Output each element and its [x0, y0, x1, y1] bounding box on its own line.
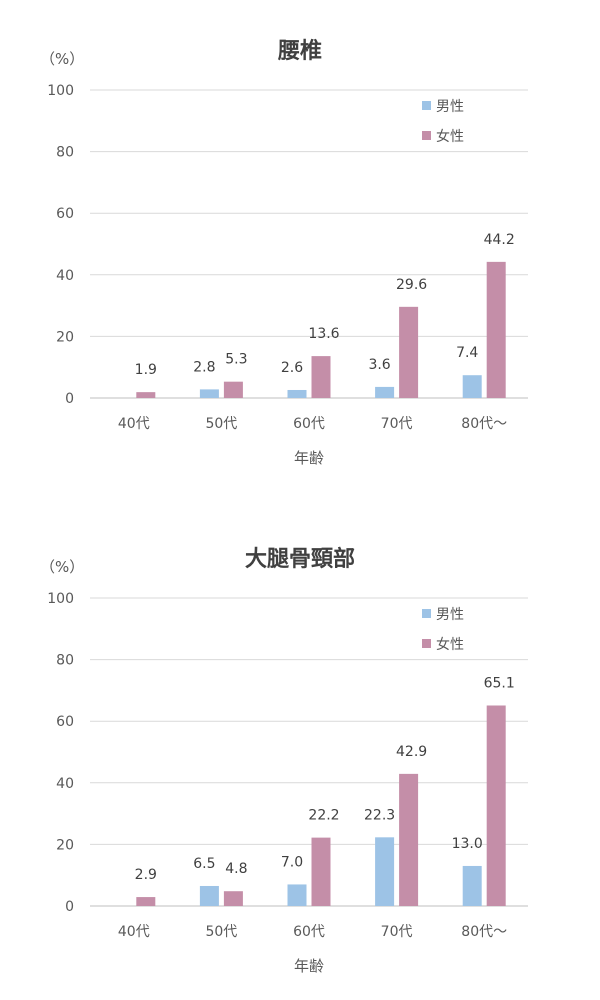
bar-male	[375, 837, 395, 906]
chart-svg: 腰椎 （%） 0 20 40 60 80 100 1.9 40代 2.8 5.3 50代 2.6 13.6 6…	[40, 38, 528, 467]
x-axis-label: 年齢	[294, 449, 324, 467]
x-tick-label: 80代〜	[461, 924, 507, 940]
bar-female	[486, 705, 506, 906]
y-tick-label: 100	[47, 591, 74, 607]
chart-title: 大腿骨頸部	[245, 546, 355, 572]
x-tick-label: 40代	[118, 416, 150, 432]
femoral-neck-chart: 大腿骨頸部 （%） 0 20 40 60 80 100 2.9 40代 6.5 4.8 50代 7.0 22…	[0, 508, 600, 988]
x-tick-label: 50代	[205, 924, 237, 940]
data-label: 13.0	[452, 836, 483, 852]
bar-male	[462, 375, 482, 398]
data-label: 7.4	[456, 345, 478, 361]
data-label: 42.9	[396, 744, 427, 760]
x-tick-label: 80代〜	[461, 416, 507, 432]
bar-male	[375, 386, 395, 398]
y-tick-label: 40	[56, 268, 74, 284]
y-tick-label: 80	[56, 653, 74, 669]
data-label: 2.8	[193, 359, 215, 375]
bar-male	[199, 389, 219, 398]
y-tick-label: 40	[56, 776, 74, 792]
data-label: 1.9	[135, 362, 157, 378]
bar-female	[399, 773, 419, 906]
bar-female	[223, 891, 243, 906]
legend-swatch	[422, 609, 431, 618]
data-label: 5.3	[225, 352, 247, 368]
bar-female	[136, 897, 156, 906]
x-tick-label: 70代	[381, 416, 413, 432]
y-tick-label: 20	[56, 837, 74, 853]
y-tick-label: 0	[65, 391, 74, 407]
data-label: 3.6	[368, 357, 390, 373]
data-label: 2.9	[135, 867, 157, 883]
data-label: 6.5	[193, 856, 215, 872]
x-tick-label: 70代	[381, 924, 413, 940]
y-unit-label: （%）	[40, 558, 84, 576]
data-label: 22.2	[308, 808, 339, 824]
data-label: 2.6	[281, 360, 303, 376]
data-label: 65.1	[484, 675, 515, 691]
legend-swatch	[422, 131, 431, 140]
y-tick-label: 80	[56, 145, 74, 161]
legend-label: 男性	[436, 607, 464, 623]
x-tick-label: 60代	[293, 416, 325, 432]
legend-swatch	[422, 101, 431, 110]
chart-title: 腰椎	[277, 38, 322, 64]
bar-male	[462, 865, 482, 906]
y-tick-label: 100	[47, 83, 74, 99]
data-label: 13.6	[308, 326, 339, 342]
bar-male	[287, 884, 307, 906]
legend-label: 女性	[436, 636, 464, 653]
y-tick-label: 0	[65, 899, 74, 915]
bar-female	[486, 261, 506, 398]
lumbar-spine-chart: 腰椎 （%） 0 20 40 60 80 100 1.9 40代 2.8 5.3 50代 2.6 13.6 6…	[0, 0, 600, 480]
bar-female	[311, 356, 331, 398]
data-label: 7.0	[281, 854, 303, 870]
x-tick-label: 50代	[205, 416, 237, 432]
data-label: 4.8	[225, 861, 247, 877]
bar-female	[311, 837, 331, 906]
y-tick-label: 20	[56, 329, 74, 345]
legend-label: 男性	[436, 99, 464, 115]
legend-swatch	[422, 639, 431, 648]
data-label: 44.2	[484, 232, 515, 248]
chart-svg: 大腿骨頸部 （%） 0 20 40 60 80 100 2.9 40代 6.5 4.8 50代 7.0 22…	[40, 546, 528, 975]
bar-male	[199, 885, 219, 906]
y-tick-label: 60	[56, 714, 74, 730]
x-tick-label: 40代	[118, 924, 150, 940]
y-unit-label: （%）	[40, 50, 84, 68]
data-label: 22.3	[364, 807, 395, 823]
bar-female	[399, 306, 419, 398]
bar-female	[223, 381, 243, 398]
bar-female	[136, 392, 156, 398]
x-axis-label: 年齢	[294, 957, 324, 975]
bar-male	[287, 389, 307, 398]
legend-label: 女性	[436, 128, 464, 145]
y-tick-label: 60	[56, 206, 74, 222]
x-tick-label: 60代	[293, 924, 325, 940]
data-label: 29.6	[396, 277, 427, 293]
